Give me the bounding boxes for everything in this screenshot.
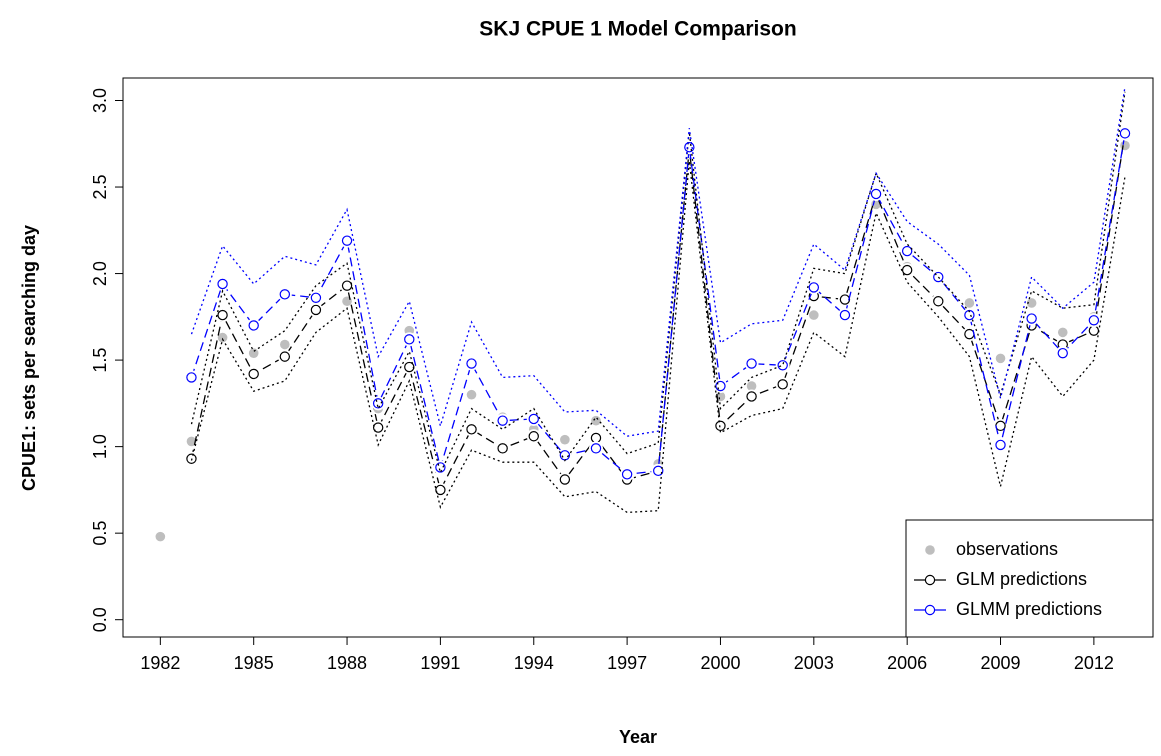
observation-point — [1026, 298, 1037, 308]
observation-point — [995, 353, 1006, 364]
prediction-point — [466, 424, 477, 435]
prediction-point — [528, 431, 539, 442]
prediction-point — [777, 379, 788, 390]
prediction-point — [839, 309, 851, 321]
y-tick-label: 0.5 — [90, 521, 110, 546]
prediction-point — [653, 465, 664, 477]
prediction-point — [901, 245, 913, 257]
legend-label: GLMM predictions — [956, 599, 1102, 619]
x-tick-label: 1988 — [327, 653, 367, 673]
prediction-point — [1088, 315, 1100, 326]
observation-point — [248, 348, 259, 358]
prediction-point — [341, 235, 353, 246]
observation-point — [560, 434, 570, 445]
prediction-point — [217, 278, 228, 290]
y-tick-label: 3.0 — [90, 88, 110, 113]
prediction-point — [746, 358, 757, 369]
prediction-point — [808, 282, 820, 293]
prediction-point — [217, 309, 228, 321]
observation-point — [746, 381, 757, 391]
x-axis-label: Year — [619, 727, 657, 747]
observation-point — [217, 332, 228, 343]
prediction-point — [497, 415, 508, 426]
legend-symbol — [924, 604, 936, 616]
observation-point — [1120, 140, 1130, 151]
prediction-point — [466, 358, 477, 369]
observation-point — [591, 415, 601, 426]
legend-box — [905, 519, 1154, 638]
x-tick-label: 1994 — [514, 653, 554, 673]
legend-label: GLM predictions — [956, 569, 1087, 589]
prediction-point — [1026, 313, 1037, 324]
interval-line — [190, 91, 1126, 475]
prediction-point — [621, 469, 633, 480]
prediction-point — [870, 188, 882, 200]
y-tick-label: 2.5 — [90, 175, 110, 200]
prediction-point — [933, 296, 944, 307]
prediction-point — [279, 351, 291, 362]
prediction-point — [435, 484, 446, 496]
prediction-point — [372, 398, 384, 409]
y-tick-label: 2.0 — [90, 261, 110, 286]
legend-symbol — [924, 574, 936, 586]
chart-title: SKJ CPUE 1 Model Comparison — [479, 18, 796, 41]
prediction-point — [715, 380, 726, 392]
prediction-point — [341, 280, 353, 291]
series-line — [190, 133, 1126, 475]
observation-point — [280, 339, 290, 350]
x-tick-label: 1997 — [607, 653, 647, 673]
prediction-point — [248, 320, 259, 331]
interval-line — [190, 86, 1126, 437]
x-tick-label: 2000 — [700, 653, 740, 673]
interval-line — [190, 161, 1126, 514]
prediction-point — [1057, 347, 1068, 359]
prediction-point — [372, 422, 384, 433]
y-tick-label: 1.5 — [90, 348, 110, 373]
prediction-point — [404, 334, 415, 345]
plot-frame — [122, 77, 1154, 638]
prediction-point — [497, 443, 508, 454]
prediction-point — [435, 462, 446, 473]
prediction-point — [901, 264, 913, 276]
x-tick-label: 1985 — [234, 653, 274, 673]
observation-point — [1057, 327, 1068, 338]
x-tick-label: 2012 — [1074, 653, 1114, 673]
observation-point — [155, 531, 166, 542]
prediction-point — [186, 453, 197, 464]
legend-label: observations — [956, 539, 1058, 559]
observation-point — [964, 298, 975, 308]
prediction-point — [528, 413, 539, 425]
prediction-point — [279, 289, 291, 300]
x-tick-label: 2009 — [980, 653, 1020, 673]
legend-symbol — [925, 545, 935, 555]
prediction-point — [746, 391, 757, 402]
prediction-point — [559, 474, 571, 485]
prediction-point — [310, 304, 322, 316]
observation-point — [466, 389, 477, 400]
prediction-point — [995, 439, 1006, 451]
x-tick-label: 1991 — [420, 653, 460, 673]
observation-point — [809, 310, 819, 320]
prediction-point — [1119, 128, 1131, 139]
x-tick-label: 2003 — [794, 653, 834, 673]
prediction-point — [186, 372, 197, 383]
x-tick-label: 1982 — [140, 653, 180, 673]
y-tick-label: 0.0 — [90, 607, 110, 632]
observation-point — [342, 296, 352, 307]
y-axis-label: CPUE1: sets per searching day — [19, 225, 39, 491]
observation-point — [186, 436, 197, 447]
x-tick-label: 2006 — [887, 653, 927, 673]
prediction-point — [933, 271, 944, 283]
prediction-point — [248, 368, 259, 380]
prediction-point — [310, 292, 322, 303]
prediction-point — [684, 142, 695, 153]
prediction-point — [590, 443, 602, 454]
y-tick-label: 1.0 — [90, 434, 110, 459]
prediction-point — [777, 360, 788, 371]
prediction-point — [964, 309, 975, 321]
